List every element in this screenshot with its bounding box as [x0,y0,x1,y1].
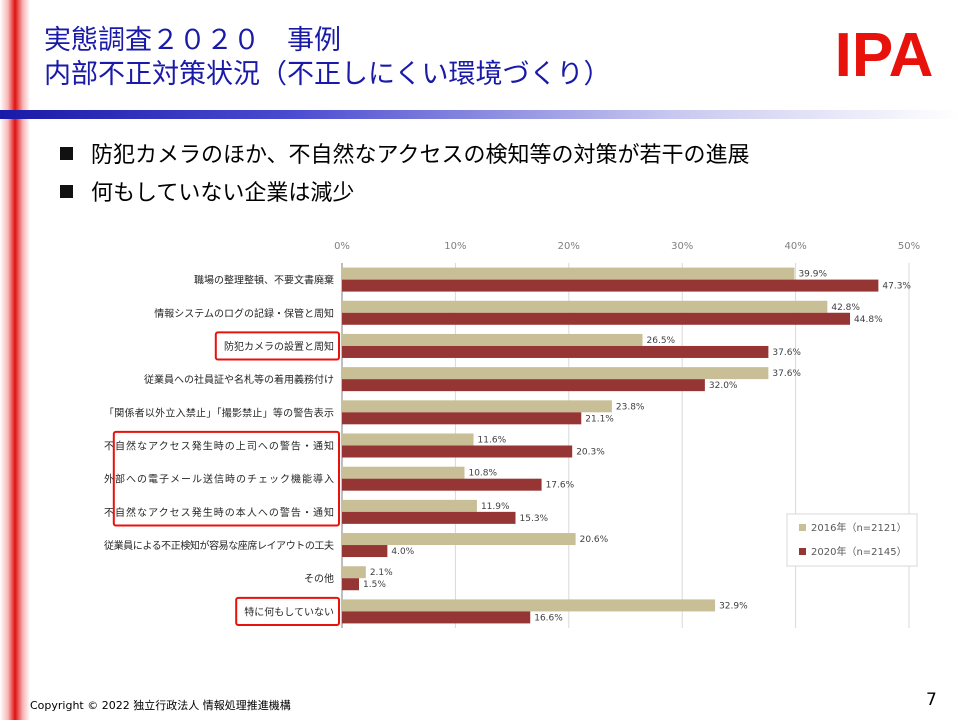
data-label: 26.5% [647,336,676,346]
x-tick-label: 30% [671,241,693,252]
x-tick-label: 10% [444,241,466,252]
bar-2016 [342,533,576,546]
bar-2020 [342,445,573,458]
legend-swatch [799,524,806,531]
legend-label: 2016年（n=2121） [811,521,907,534]
category-label: その他 [304,572,334,585]
bar-2016 [342,499,477,512]
x-tick-label: 40% [784,241,806,252]
bar-2020 [342,478,542,491]
bullet-list: 防犯カメラのほか、不自然なアクセスの検知等の対策が若干の進展 何もしていない企業… [60,134,749,210]
category-label: 情報システムのログの記録・保管と周知 [154,307,334,320]
x-tick-label: 50% [898,241,920,252]
data-label: 10.8% [468,469,497,479]
title-underline [0,110,960,119]
bar-2020 [342,345,769,358]
bar-2020 [342,611,531,624]
data-label: 20.3% [576,448,605,458]
data-label: 32.0% [709,381,738,391]
bar-2020 [342,412,582,425]
bar-2020 [342,545,388,558]
data-label: 23.8% [616,402,645,412]
data-label: 15.3% [520,514,549,524]
bar-2016 [342,466,465,479]
square-bullet-icon [60,184,73,198]
legend-box [786,513,918,567]
bullet-item-2: 何もしていない企業は減少 [60,172,749,210]
category-label: 職場の整理整頓、不要文書廃棄 [194,274,334,287]
data-label: 21.1% [585,414,614,424]
bar-2016 [342,566,366,579]
highlight-box [235,596,340,626]
copyright-footer: Copyright © 2022 独立行政法人 情報処理推進機構 [30,699,291,712]
legend-swatch [799,548,806,555]
category-label: 外部への電子メール送信時のチェック機能導入 [104,473,334,486]
bar-2020 [342,379,705,392]
slide-title: 実態調査２０２０ 事例 内部不正対策状況（不正しにくい環境づくり） [44,24,610,92]
left-accent-bar [0,0,30,720]
x-tick-label: 0% [334,241,350,252]
page-number: 7 [926,690,937,710]
bar-2016 [342,300,828,313]
bar-2016 [342,400,612,413]
data-label: 1.5% [363,580,386,590]
category-label: 従業員への社員証や名札等の着用義務付け [144,373,334,386]
data-label: 16.6% [534,613,563,623]
bar-2020 [342,578,360,591]
slide-title-line2: 内部不正対策状況（不正しにくい環境づくり） [44,59,611,90]
category-label: 不自然なアクセス発生時の本人への警告・通知 [104,506,334,519]
category-label: 防犯カメラの設置と周知 [224,340,334,353]
data-label: 37.6% [772,348,801,358]
slide-title-line1: 実態調査２０２０ 事例 [44,25,341,56]
bullet-text-2: 何もしていない企業は減少 [91,181,355,206]
data-label: 20.6% [580,535,609,545]
bar-2016 [342,433,474,446]
ipa-logo: IPA [835,21,934,86]
bar-2016 [342,333,643,346]
ipa-logo-text: IPA [835,21,934,86]
bullet-text-1: 防犯カメラのほか、不自然なアクセスの検知等の対策が若干の進展 [91,143,750,168]
data-label: 32.9% [719,601,748,611]
data-label: 2.1% [370,568,393,578]
data-label: 11.6% [478,436,507,446]
bullet-item-1: 防犯カメラのほか、不自然なアクセスの検知等の対策が若干の進展 [60,134,749,172]
data-label: 39.9% [798,270,827,280]
data-label: 4.0% [391,547,414,557]
bar-2020 [342,511,516,524]
category-label: 従業員による不正検知が容易な座席レイアウトの工夫 [104,539,334,552]
data-label: 47.3% [882,282,911,292]
data-label: 44.8% [854,315,883,325]
legend-label: 2020年（n=2145） [811,545,907,558]
data-label: 17.6% [546,481,575,491]
bar-2020 [342,312,851,325]
bar-2016 [342,367,769,380]
data-label: 11.9% [481,502,510,512]
bar-2020 [342,279,879,292]
data-label: 37.6% [772,369,801,379]
category-label: 不自然なアクセス発生時の上司への警告・通知 [104,440,334,453]
category-label: 「関係者以外立入禁止」「撮影禁止」等の警告表示 [104,406,334,419]
square-bullet-icon [60,146,73,160]
highlight-box [112,430,340,527]
x-tick-label: 20% [558,241,580,252]
bar-2016 [342,599,716,612]
data-label: 42.8% [831,303,860,313]
highlight-box [214,331,340,361]
bar-2016 [342,267,795,280]
category-label: 特に何もしていない [244,605,334,618]
